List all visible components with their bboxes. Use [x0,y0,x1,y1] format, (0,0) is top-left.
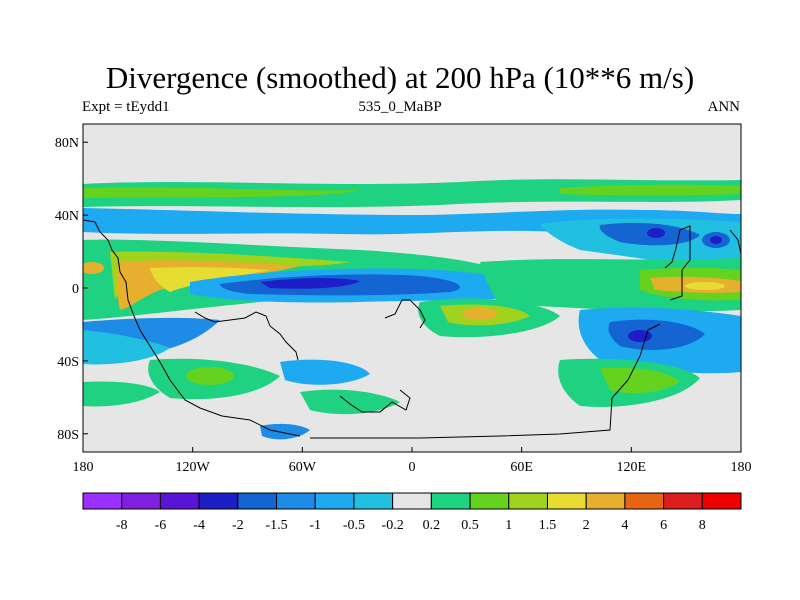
colorbar-box [276,492,316,510]
y-tick-label: 80N [55,136,79,151]
field-west-edge-orange [83,262,104,274]
field-south-east-darkblue [608,319,705,350]
colorbar-label: 0.5 [461,518,479,533]
field-north-green-band [83,179,741,208]
colorbar-label: 1 [505,518,512,533]
coastline-americas [83,219,301,437]
colorbar-box [508,492,548,510]
field-south-cyan-west [83,330,170,365]
colorbar-label: -1.5 [265,518,287,533]
chart-title: Divergence (smoothed) at 200 hPa (10**6 … [105,60,695,95]
colorbar-box [198,492,239,510]
colorbar: -8 -6 -4 -2 -1.5 -1 -0.5 -0.2 0.2 0.5 1 1.5 2 4 6 8 [82,492,742,533]
colorbar-box [121,492,161,510]
colorbar-box [82,492,123,510]
colorbar-label: -1 [309,518,321,533]
colorbar-box [430,492,471,510]
colorbar-label: 4 [621,518,628,533]
field-south-africa-orange [462,308,498,320]
field-east-tropical-yellow [685,282,725,290]
field-north-deep-blue [647,228,665,238]
x-tick-label: 60W [289,460,317,475]
y-tick-label: 40N [55,209,79,224]
colorbar-label: 2 [583,518,590,533]
colorbar-box [624,492,665,510]
colorbar-box [546,492,587,510]
colorbar-box [701,492,742,510]
colorbar-label: -2 [232,518,244,533]
x-tick-label: 120E [617,460,647,475]
coastline-south-atlantic [339,389,411,413]
case-label: 535_0_MaBP [358,99,442,115]
field-south-pacific-lightgreen [186,367,234,385]
colorbar-box [469,492,510,510]
colorbar-label: -6 [155,518,167,533]
y-tick-label: 40S [57,355,79,370]
colorbar-label: 0.2 [423,518,441,533]
experiment-label: Expt = tEydd1 [82,99,170,115]
colorbar-label: -0.2 [382,518,404,533]
coastline-pacific-east [664,225,691,301]
coastline-east-edge [729,229,741,255]
field-south-america-blue [280,359,370,385]
x-tick-label: 120W [176,460,211,475]
coastline-antarctica [310,323,661,439]
field-equatorial-deepblue [260,278,360,289]
field-south-west-green [83,381,160,407]
field-northeast-deep-blue [710,236,722,244]
x-tick-label: 0 [409,460,416,475]
season-label: ANN [707,99,741,115]
x-tick-label: 60E [510,460,533,475]
colorbar-label: 8 [699,518,706,533]
coastlines [83,219,741,439]
map-axes: 180 120W 60W 0 60E 120E 180 80N 40N 0 40S 80S [55,136,752,475]
colorbar-box [663,492,703,510]
contour-fields [83,179,741,440]
field-south-east-deep-blue [628,330,652,342]
colorbar-label: 6 [660,518,667,533]
y-tick-label: 0 [72,282,79,297]
y-tick-label: 80S [57,428,79,443]
coastline-south-america [194,311,299,361]
field-north-lightgreen-band [83,187,360,198]
coastline-africa [384,299,426,329]
x-tick-label: 180 [73,460,94,475]
colorbar-label: -0.5 [343,518,365,533]
x-tick-label: 180 [731,460,752,475]
colorbar-label: 1.5 [539,518,557,533]
colorbar-box [159,492,200,510]
colorbar-box [392,492,432,510]
colorbar-label: -4 [193,518,205,533]
field-north-lightgreen-east [560,184,741,196]
colorbar-box [237,492,278,510]
colorbar-box [353,492,394,510]
colorbar-box [314,492,355,510]
colorbar-label: -8 [116,518,128,533]
colorbar-box [585,492,626,510]
field-south-indian-lightgreen [600,367,680,394]
field-south-atlantic-green [300,389,400,415]
